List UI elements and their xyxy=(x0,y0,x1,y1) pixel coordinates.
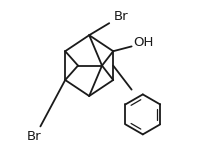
Text: Br: Br xyxy=(114,10,129,23)
Text: Br: Br xyxy=(27,130,41,143)
Text: OH: OH xyxy=(133,36,154,49)
